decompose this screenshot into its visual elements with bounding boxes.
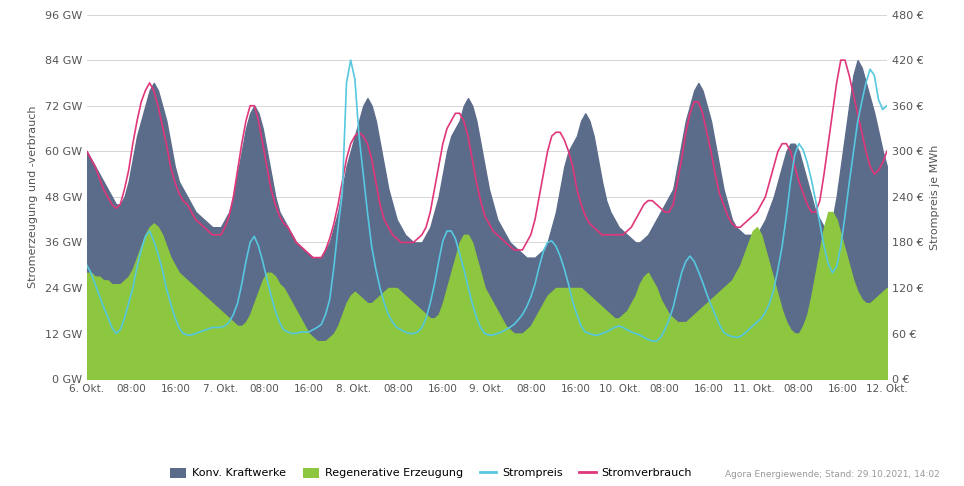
Legend: Konv. Kraftwerke, Regenerative Erzeugung, Strompreis, Stromverbrauch: Konv. Kraftwerke, Regenerative Erzeugung… <box>165 463 696 483</box>
Text: Agora Energiewende; Stand: 29.10.2021, 14:02: Agora Energiewende; Stand: 29.10.2021, 1… <box>725 469 940 479</box>
Y-axis label: Stromerzeugung und -verbrauch: Stromerzeugung und -verbrauch <box>28 105 38 288</box>
Y-axis label: Strompreis je MWh: Strompreis je MWh <box>930 144 941 249</box>
